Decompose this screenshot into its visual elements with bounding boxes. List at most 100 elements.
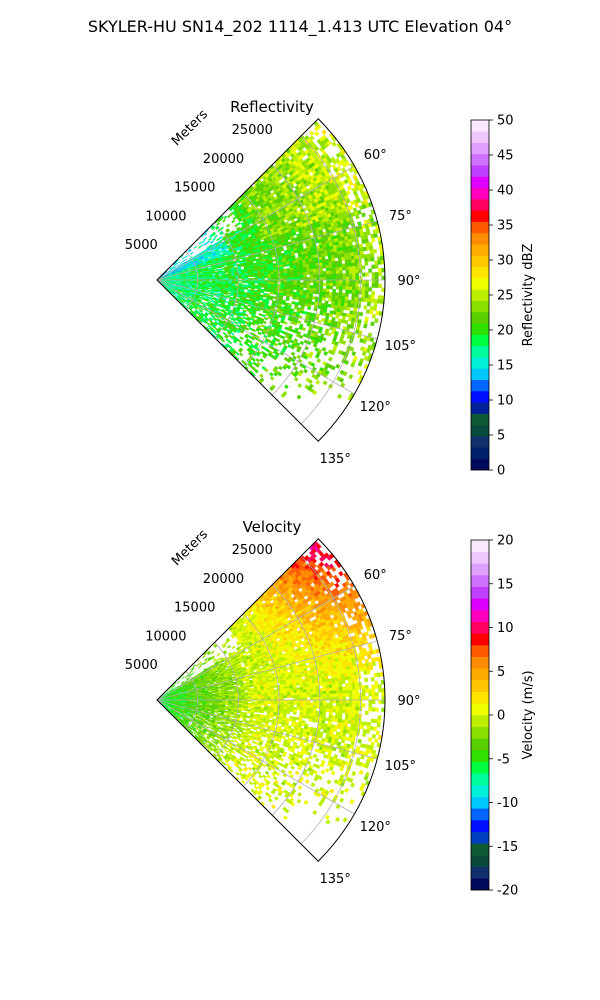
- colorbar-segment: [471, 413, 489, 426]
- colorbar-tick-label: 5: [497, 665, 505, 680]
- colorbar-label: Velocity (m/s): [521, 670, 536, 759]
- theta-tick-label: 90°: [397, 274, 420, 289]
- radial-tick-label: 15000: [174, 601, 215, 616]
- colorbar-segment: [471, 244, 489, 256]
- colorbar-segment: [471, 878, 489, 891]
- radar-field: [157, 120, 385, 402]
- colorbar-segment: [471, 598, 489, 611]
- colorbar-tick-label: -15: [497, 840, 518, 855]
- colorbar-segment: [471, 357, 489, 369]
- colorbar-segment: [471, 334, 489, 347]
- colorbar-segment: [471, 458, 489, 471]
- colorbar-segment: [471, 680, 489, 692]
- theta-tick-label: 60°: [364, 568, 387, 583]
- colorbar-segment: [471, 447, 489, 460]
- theta-tick-label: 120°: [360, 820, 391, 835]
- azimuth-spoke: [156, 585, 355, 701]
- colorbar-segment: [471, 703, 489, 716]
- colorbar-segment: [471, 345, 489, 358]
- colorbar-segment: [471, 645, 489, 657]
- colorbar-tick-label: 0: [497, 464, 505, 479]
- colorbar-segment: [471, 610, 489, 622]
- colorbar-segment: [471, 750, 489, 762]
- colorbar-segment: [471, 621, 489, 634]
- colorbar-tick-label: 0: [497, 709, 505, 724]
- radial-tick-label: 20000: [203, 152, 244, 167]
- colorbar-segment: [471, 785, 489, 797]
- radial-axis-label: Meters: [169, 107, 211, 149]
- radial-tick-label: 10000: [145, 629, 186, 644]
- colorbar-segment: [471, 142, 489, 155]
- theta-tick-label: 135°: [320, 872, 351, 887]
- colorbar-tick-label: 35: [497, 219, 514, 234]
- radial-axis-label: Meters: [169, 527, 211, 569]
- theta-tick-label: 90°: [397, 694, 420, 709]
- colorbar-segment: [471, 199, 489, 211]
- colorbar-tick-label: -10: [497, 796, 518, 811]
- colorbar-segment: [471, 656, 489, 669]
- colorbar-segment: [471, 726, 489, 739]
- colorbar: -20 -15 -10 -5 0 5 10 15 20 Velocity (m/s): [470, 534, 536, 899]
- colorbar-segment: [471, 691, 489, 704]
- radial-tick-label: 5000: [125, 658, 158, 673]
- radial-tick-label: 5000: [125, 238, 158, 253]
- theta-tick-label: 105°: [385, 759, 416, 774]
- colorbar-segment: [471, 255, 489, 268]
- sector-frame: [156, 118, 386, 442]
- radar-field: [157, 540, 385, 825]
- colorbar-segment: [471, 120, 489, 132]
- theta-tick-label: 105°: [385, 339, 416, 354]
- radial-tick-label: 20000: [203, 572, 244, 587]
- theta-tick-label: 75°: [389, 629, 412, 644]
- colorbar-segment: [471, 668, 489, 681]
- colorbar-segment: [471, 210, 489, 222]
- theta-tick-label: 60°: [364, 148, 387, 163]
- colorbar: 0 5 10 15 20 25 30 35 40 45 50 Reflectivity dBZ: [470, 114, 536, 479]
- colorbar-segment: [471, 866, 489, 879]
- colorbar-segment: [471, 831, 489, 844]
- colorbar-segment: [471, 633, 489, 646]
- theta-tick-label: 135°: [320, 452, 351, 467]
- colorbar-segment: [471, 540, 489, 552]
- azimuth-spoke: [156, 279, 378, 340]
- radial-tick-label: 25000: [232, 543, 273, 558]
- colorbar-segment: [471, 390, 489, 403]
- azimuth-spoke: [156, 699, 378, 760]
- colorbar-segment: [471, 808, 489, 821]
- colorbar-segment: [471, 266, 489, 279]
- azimuth-spoke: [156, 165, 355, 281]
- colorbar-segment: [471, 761, 489, 774]
- colorbar-tick-label: 30: [497, 254, 514, 269]
- colorbar-segment: [471, 368, 489, 380]
- colorbar-segment: [471, 300, 489, 313]
- colorbar-tick-label: -5: [497, 752, 510, 767]
- colorbar-segment: [471, 843, 489, 856]
- colorbar-segment: [471, 311, 489, 324]
- colorbar-tick-label: 10: [497, 621, 514, 636]
- colorbar-segment: [471, 176, 489, 189]
- colorbar-segment: [471, 221, 489, 234]
- theta-tick-label: 120°: [360, 400, 391, 415]
- colorbar-segment: [471, 289, 489, 301]
- colorbar-tick-label: -20: [497, 884, 518, 899]
- radial-tick-label: 15000: [174, 181, 215, 196]
- azimuth-spoke: [156, 640, 378, 701]
- colorbar-segment: [471, 551, 489, 564]
- colorbar-segment: [471, 165, 489, 177]
- colorbar-segment: [471, 563, 489, 576]
- colorbar-segment: [471, 820, 489, 832]
- colorbar-tick-label: 20: [497, 324, 514, 339]
- radial-tick-label: 10000: [145, 209, 186, 224]
- colorbar-segment: [471, 575, 489, 587]
- reflectivity-panel: 60° 75° 90° 105° 120° 135° 5000 10000 15000 20000…: [125, 98, 536, 479]
- colorbar-tick-label: 5: [497, 429, 505, 444]
- azimuth-spoke: [156, 699, 355, 815]
- radial-tick-label: 25000: [232, 123, 273, 138]
- colorbar-label: Reflectivity dBZ: [521, 244, 536, 347]
- colorbar-segment: [471, 715, 489, 727]
- colorbar-segment: [471, 131, 489, 143]
- colorbar-tick-label: 15: [497, 359, 514, 374]
- colorbar-tick-label: 45: [497, 149, 514, 164]
- azimuth-spoke: [156, 279, 355, 395]
